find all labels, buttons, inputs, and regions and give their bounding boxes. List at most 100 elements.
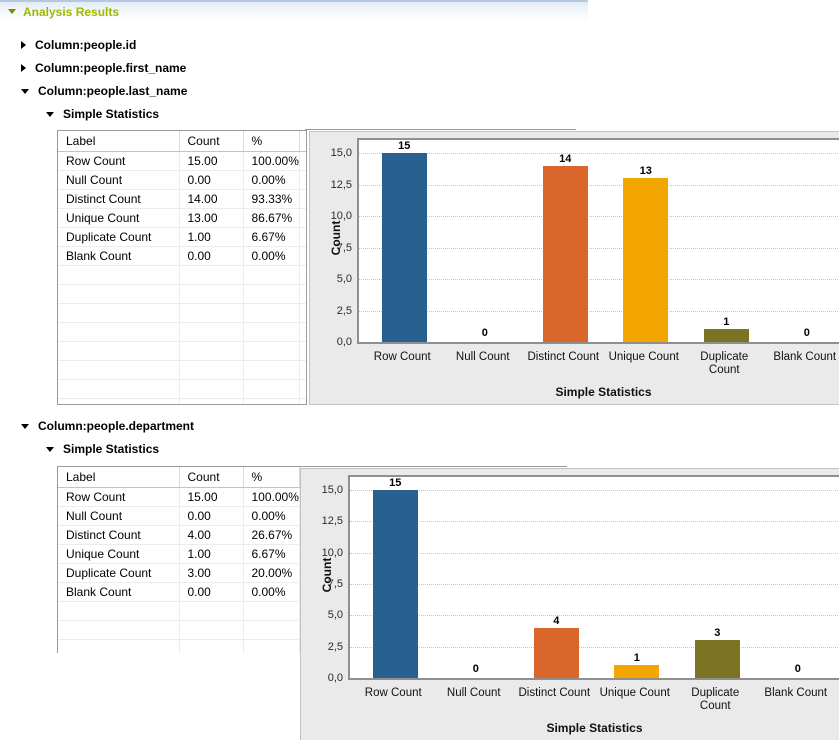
triangle-down-icon [46,446,54,452]
table-row[interactable]: Null Count 0.00 0.00% [58,170,306,190]
table-row[interactable]: Distinct Count 14.00 93.33% [58,189,306,209]
table-cell: 0.00% [243,582,300,602]
bar-value-label: 1 [723,316,730,328]
table-row[interactable]: Duplicate Count 1.00 6.67% [58,227,306,247]
y-axis-title: Count [329,220,343,256]
tree-item-simple-statistics-1[interactable]: Simple Statistics [46,107,159,121]
x-category-label: Blank Count [773,351,837,363]
table-cell [58,360,180,380]
table-row-empty[interactable] [58,265,306,285]
table-row[interactable]: Unique Count 13.00 86.67% [58,208,306,228]
table-cell: 0.00% [243,506,300,526]
bar-value-label: 4 [553,615,560,627]
y-tick-label: 7,5 [336,241,352,254]
table-row-empty[interactable] [58,341,306,361]
table-cell: 0.00 [179,582,244,602]
y-tick-label: 12,5 [330,178,352,191]
bar [694,640,740,678]
table-row[interactable]: Blank Count 0.00 0.00% [58,246,306,266]
column-header[interactable]: % [243,131,300,152]
x-category-label: Blank Count [764,687,828,699]
x-category-label: Unique Count [608,351,679,363]
table-cell: 15.00 [179,487,244,507]
table-row[interactable]: Unique Count 1.00 6.67% [58,544,301,564]
table-row-empty[interactable] [58,398,306,404]
bar-value-label: 15 [389,477,402,489]
tree-item-people-last-name[interactable]: Column:people.last_name [21,84,187,98]
column-header[interactable]: Count [179,467,244,488]
table-cell: 13.00 [179,208,244,228]
y-tick-label: 5,0 [336,273,352,285]
table-row-empty[interactable] [58,360,306,380]
tree-item-simple-statistics-2[interactable]: Simple Statistics [46,442,159,456]
y-tick-label: 7,5 [327,578,343,590]
table-cell [58,620,180,640]
table-cell [179,265,244,285]
y-tick-label: 10,0 [330,210,352,222]
table-cell [58,341,180,361]
x-category-label: Duplicate Count [691,687,740,712]
table-row[interactable]: Duplicate Count 3.00 20.00% [58,563,301,583]
table-cell: Unique Count [58,544,180,564]
table-cell [58,303,180,323]
table-cell [179,379,244,399]
table-row-empty[interactable] [58,284,306,304]
bar [703,329,749,342]
table-edge-line [300,466,567,467]
table-row[interactable]: Null Count 0.00 0.00% [58,506,301,526]
table-cell [299,246,306,266]
gridline [359,216,839,217]
table-cell: Row Count [58,487,180,507]
table-cell: Null Count [58,506,180,526]
x-category-label: Unique Count [599,687,670,699]
column-header[interactable] [299,131,306,152]
table-row-empty[interactable] [58,620,301,640]
table-cell [299,170,306,190]
table-cell: Distinct Count [58,525,180,545]
bar [542,166,588,342]
table-cell: Blank Count [58,246,180,266]
tree-item-people-department[interactable]: Column:people.department [21,419,194,433]
table-row[interactable]: Distinct Count 4.00 26.67% [58,525,301,545]
table-cell: Distinct Count [58,189,180,209]
gridline [359,153,839,154]
table-row-empty[interactable] [58,322,306,342]
table-row[interactable]: Row Count 15.00 100.00% [58,487,301,507]
table-cell: 6.67% [243,227,300,247]
table-cell: 0.00 [179,170,244,190]
tree-item-people-id[interactable]: Column:people.id [21,38,136,52]
table-row[interactable]: Blank Count 0.00 0.00% [58,582,301,602]
triangle-right-icon [21,64,26,72]
table-edge-line [305,129,576,130]
column-header[interactable]: % [243,467,300,488]
table-cell [299,284,306,304]
table-cell [243,341,300,361]
table-cell: Unique Count [58,208,180,228]
x-category-label: Duplicate Count [700,351,749,376]
table-cell [58,284,180,304]
column-header[interactable]: Count [179,131,244,152]
table-cell [58,322,180,342]
x-category-label: Distinct Count [518,687,591,699]
y-tick-label: 2,5 [336,304,352,317]
simple-statistics-chart: 15 0 14 13 1 0 15,0 12,5 10,0 7,5 5,0 2,5 0,0 Count Ro… [309,131,839,405]
table-cell: 0.00 [179,506,244,526]
gridline [359,247,839,249]
y-tick-label: 15,0 [321,484,343,496]
table-cell [58,398,180,404]
table-row[interactable]: Row Count 15.00 100.00% [58,151,306,171]
gridline [350,552,839,554]
table-row-empty[interactable] [58,303,306,323]
tree-item-label: Simple Statistics [63,107,160,121]
table-cell [299,398,306,404]
table-row-empty[interactable] [58,601,301,621]
column-header[interactable]: Label [58,131,180,152]
triangle-down-icon [21,88,29,94]
tree-item-people-first-name[interactable]: Column:people.first_name [21,61,186,75]
table-cell: 1.00 [179,544,244,564]
table-cell [179,601,244,621]
analysis-results-header[interactable]: Analysis Results [0,0,588,21]
table-row-empty[interactable] [58,379,306,399]
column-header[interactable]: Label [58,467,180,488]
table-row-empty[interactable] [58,639,301,653]
